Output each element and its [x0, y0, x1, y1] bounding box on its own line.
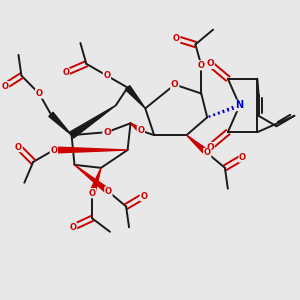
- Text: O: O: [206, 142, 214, 152]
- Text: O: O: [50, 146, 57, 154]
- Polygon shape: [70, 105, 116, 138]
- Text: O: O: [105, 187, 112, 196]
- Text: O: O: [89, 189, 96, 198]
- Text: O: O: [62, 68, 69, 77]
- Text: O: O: [206, 59, 214, 68]
- Text: O: O: [2, 82, 9, 91]
- Polygon shape: [187, 135, 209, 155]
- Polygon shape: [89, 168, 101, 194]
- Text: O: O: [15, 142, 22, 152]
- Text: O: O: [36, 89, 43, 98]
- Polygon shape: [74, 165, 110, 194]
- Text: O: O: [171, 80, 178, 89]
- Polygon shape: [49, 112, 71, 135]
- Text: O: O: [137, 126, 144, 135]
- Text: O: O: [173, 34, 180, 43]
- Polygon shape: [54, 147, 128, 153]
- Text: N: N: [236, 100, 244, 110]
- Text: O: O: [103, 71, 110, 80]
- Text: O: O: [140, 192, 147, 201]
- Text: O: O: [103, 128, 111, 137]
- Text: O: O: [239, 153, 246, 162]
- Text: O: O: [198, 61, 205, 70]
- Text: O: O: [70, 223, 76, 232]
- Polygon shape: [125, 85, 145, 108]
- Polygon shape: [130, 123, 142, 133]
- Text: O: O: [204, 148, 211, 158]
